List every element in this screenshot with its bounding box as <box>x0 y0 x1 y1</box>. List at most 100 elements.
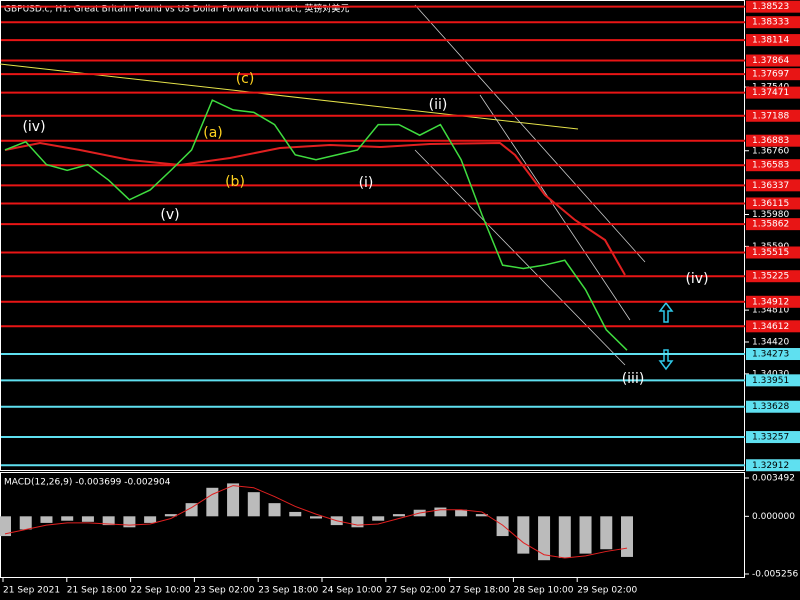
level-tag <box>746 218 800 231</box>
wave-label: (c) <box>236 71 255 87</box>
level-label: 1.38114 <box>752 36 789 46</box>
x-tick-label: 29 Sep 02:00 <box>577 586 637 596</box>
macd-bar <box>600 516 613 550</box>
macd-bar <box>227 483 240 517</box>
macd-tick-label: 0.000000 <box>752 512 795 522</box>
wave-label: (a) <box>203 125 223 141</box>
level-label: 1.33257 <box>752 433 789 443</box>
level-tag <box>746 400 800 413</box>
macd-bar <box>0 516 11 537</box>
level-tag <box>746 431 800 444</box>
channel-upper <box>414 4 646 263</box>
level-label: 1.37188 <box>752 111 789 121</box>
level-tag <box>746 68 800 81</box>
chart-title: GBPUSD.c, H1: Great Britain Pound vs US … <box>4 3 349 15</box>
macd-bar <box>185 503 198 517</box>
wave-label: (b) <box>225 174 245 190</box>
x-tick-label: 27 Sep 18:00 <box>450 586 510 596</box>
macd-bar <box>19 516 32 530</box>
macd-bar <box>455 509 468 517</box>
wave-label: (iv) <box>22 119 45 135</box>
macd-bar <box>434 507 447 517</box>
level-tag <box>746 179 800 192</box>
macd-bar <box>102 516 115 526</box>
level-label: 1.34612 <box>752 322 789 332</box>
level-tag <box>746 270 800 283</box>
level-tag <box>746 109 800 122</box>
level-label: 1.37471 <box>752 88 789 98</box>
macd-bar <box>392 514 405 517</box>
level-label: 1.35225 <box>752 272 789 282</box>
x-tick-label: 21 Sep 18:00 <box>67 586 127 596</box>
macd-bar <box>164 514 177 517</box>
level-label: 1.36115 <box>752 199 789 209</box>
macd-bar <box>289 511 302 517</box>
y-tick-label: 1.35980 <box>752 210 789 220</box>
x-tick-label: 23 Sep 18:00 <box>258 586 318 596</box>
macd-bar <box>247 492 260 517</box>
macd-bar <box>61 516 74 521</box>
level-label: 1.37864 <box>752 56 789 66</box>
macd-bar <box>517 516 530 554</box>
channel-mid <box>479 94 631 321</box>
macd-bar <box>206 487 219 517</box>
wave-label: (v) <box>160 207 179 223</box>
level-tag <box>746 0 800 13</box>
macd-bar <box>268 503 281 517</box>
level-label: 1.36583 <box>752 161 789 171</box>
macd-bar <box>144 516 157 523</box>
level-tag <box>746 159 800 172</box>
macd-title: MACD(12,26,9) -0.003699 -0.002904 <box>4 478 171 488</box>
x-tick-label: 24 Sep 10:00 <box>322 586 382 596</box>
macd-bar <box>558 516 571 559</box>
level-tag <box>746 16 800 29</box>
x-tick-label: 28 Sep 10:00 <box>513 586 573 596</box>
macd-bar <box>579 516 592 554</box>
level-tag <box>746 134 800 147</box>
x-tick-label: 21 Sep 2021 <box>3 586 60 596</box>
level-tag <box>746 348 800 361</box>
macd-tick-label: -0.005256 <box>752 570 798 580</box>
macd-bar <box>310 516 322 519</box>
level-tag <box>746 295 800 308</box>
level-tag <box>746 246 800 259</box>
macd-signal <box>4 485 628 559</box>
level-label: 1.38333 <box>752 18 789 28</box>
level-tag <box>746 197 800 210</box>
macd-bar <box>496 516 509 537</box>
price-line <box>4 99 628 351</box>
level-label: 1.35515 <box>752 248 789 258</box>
level-tag <box>746 86 800 99</box>
level-label: 1.33628 <box>752 402 789 412</box>
y-tick-label: 1.34420 <box>752 338 789 348</box>
macd-bar <box>81 516 94 522</box>
macd-bar <box>621 516 633 557</box>
y-tick-label: 1.34810 <box>752 306 789 316</box>
level-label: 1.33951 <box>752 376 789 386</box>
x-tick-label: 27 Sep 02:00 <box>386 586 446 596</box>
level-tag <box>746 54 800 67</box>
level-label: 1.38523 <box>752 2 789 12</box>
macd-bar <box>475 514 488 517</box>
level-tag <box>746 374 800 387</box>
level-label: 1.37697 <box>752 70 789 80</box>
level-label: 1.35862 <box>752 220 789 230</box>
macd-bar <box>123 516 136 528</box>
wave-label: (iv) <box>685 271 708 287</box>
level-label: 1.32912 <box>752 461 789 471</box>
level-label: 1.34273 <box>752 350 789 360</box>
wave-label: (iii) <box>622 371 645 387</box>
macd-bar <box>372 516 385 521</box>
level-label: 1.36883 <box>752 136 789 146</box>
macd-bar <box>40 516 53 523</box>
level-tag <box>746 34 800 47</box>
moving-average <box>4 141 626 276</box>
level-label: 1.34912 <box>752 297 789 307</box>
main-frame <box>0 0 745 471</box>
x-tick-label: 23 Sep 02:00 <box>194 586 254 596</box>
x-tick-label: 22 Sep 10:00 <box>131 586 191 596</box>
macd-tick-label: 0.003492 <box>752 474 795 484</box>
wave-label: (ii) <box>429 97 448 113</box>
